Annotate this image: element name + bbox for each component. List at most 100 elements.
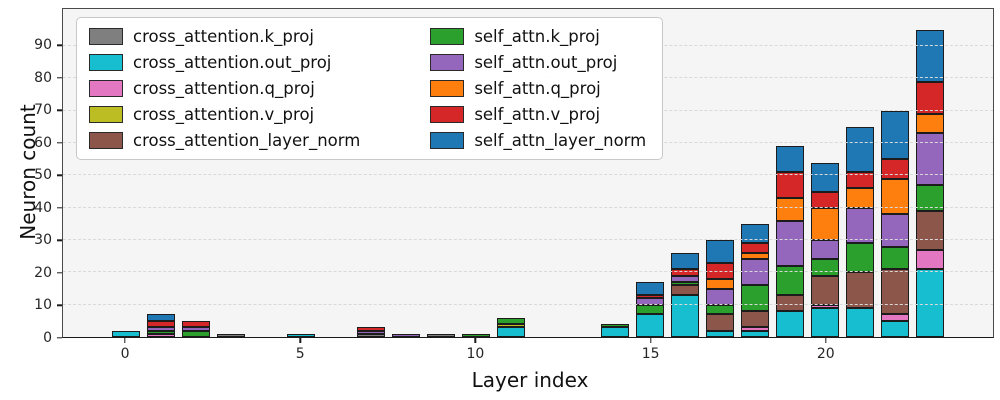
bar-segment-self_attn_layer_norm-layer-17 <box>706 240 735 263</box>
legend-item-cross_attention.out_proj: cross_attention.out_proj <box>89 53 360 72</box>
bar-segment-self_attn_layer_norm-layer-19 <box>776 146 805 173</box>
bar-segment-self_attn.k_proj-layer-14 <box>601 324 630 328</box>
bar-segment-self_attn_layer_norm-layer-15 <box>636 282 665 295</box>
bar-segment-self_attn.out_proj-layer-8 <box>391 333 420 337</box>
bar-segment-self_attn.out_proj-layer-22 <box>881 214 910 247</box>
legend-item-self_attn_layer_norm: self_attn_layer_norm <box>430 131 646 150</box>
bar-segment-self_attn.out_proj-layer-7 <box>356 330 385 334</box>
bar-segment-self_attn.k_proj-layer-17 <box>706 304 735 315</box>
bar-segment-self_attn.v_proj-layer-20 <box>811 191 840 208</box>
bar-segment-cross_attention.out_proj-layer-22 <box>881 320 910 337</box>
bar-segment-self_attn.out_proj-layer-17 <box>706 288 735 305</box>
legend-item-cross_attention_layer_norm: cross_attention_layer_norm <box>89 131 360 150</box>
bar-segment-self_attn_layer_norm-layer-23 <box>916 30 945 82</box>
y-tick-mark <box>57 77 62 79</box>
legend-item-self_attn.k_proj: self_attn.k_proj <box>430 27 646 46</box>
bar-segment-cross_attention_layer_norm-layer-18 <box>741 311 770 328</box>
bar-segment-self_attn.k_proj-layer-11 <box>496 317 525 325</box>
bar-segment-self_attn.q_proj-layer-17 <box>706 278 735 289</box>
bar-segment-self_attn.v_proj-layer-21 <box>846 172 875 189</box>
legend: cross_attention.k_proj cross_attention.ou… <box>76 17 664 160</box>
bar-segment-cross_attention_layer_norm-layer-21 <box>846 272 875 308</box>
y-tick-label: 50 <box>34 167 52 184</box>
y-tick-label: 10 <box>34 297 52 314</box>
bar-segment-self_attn.v_proj-layer-23 <box>916 81 945 115</box>
bar-segment-cross_attention.out_proj-layer-23 <box>916 269 945 337</box>
bar-segment-cross_attention.q_proj-layer-23 <box>916 249 945 270</box>
y-tick-label: 80 <box>34 69 52 86</box>
y-tick-mark <box>57 142 62 144</box>
bar-segment-self_attn.out_proj-layer-20 <box>811 240 840 260</box>
legend-item-cross_attention.v_proj: cross_attention.v_proj <box>89 105 360 124</box>
y-tick-mark <box>57 109 62 112</box>
x-axis-label: Layer index <box>471 368 589 392</box>
x-tick-label: 15 <box>641 346 660 362</box>
bar-segment-cross_attention.k_proj-layer-3 <box>216 333 245 337</box>
bar-segment-cross_attention.q_proj-layer-1 <box>146 333 175 337</box>
bar-segment-cross_attention.out_proj-layer-19 <box>776 311 805 337</box>
bar-segment-cross_attention.out_proj-layer-11 <box>496 327 525 337</box>
x-tick-label: 0 <box>120 346 130 362</box>
legend-swatch-icon <box>89 106 123 123</box>
bar-segment-cross_attention.q_proj-layer-22 <box>881 314 910 321</box>
bar-segment-cross_attention.out_proj-layer-15 <box>636 314 665 337</box>
x-tick-label: 10 <box>466 346 485 362</box>
legend-label: self_attn_layer_norm <box>474 131 647 150</box>
bar-segment-self_attn_layer_norm-layer-21 <box>846 126 875 173</box>
x-tick-mark <box>825 338 827 343</box>
y-tick-label: 60 <box>34 134 52 151</box>
bar-segment-cross_attention.q_proj-layer-20 <box>811 304 840 308</box>
bar-segment-self_attn_layer_norm-layer-1 <box>146 314 175 321</box>
bar-segment-cross_attention.out_proj-layer-17 <box>706 330 735 337</box>
bar-segment-cross_attention.k_proj-layer-9 <box>426 333 455 337</box>
bar-segment-self_attn.v_proj-layer-16 <box>671 269 700 276</box>
bar-segment-cross_attention.out_proj-layer-20 <box>811 307 840 337</box>
y-tick-mark <box>57 207 62 209</box>
plot-area: cross_attention.k_proj cross_attention.ou… <box>62 8 994 338</box>
bar-segment-self_attn.out_proj-layer-2 <box>181 327 210 331</box>
bar-segment-self_attn.k_proj-layer-1 <box>146 330 175 334</box>
bar-segment-self_attn.q_proj-layer-23 <box>916 114 945 134</box>
legend-label: self_attn.k_proj <box>474 27 600 46</box>
legend-label: cross_attention.k_proj <box>133 27 314 46</box>
bar-segment-self_attn.v_proj-layer-2 <box>181 320 210 328</box>
bar-segment-self_attn.out_proj-layer-15 <box>636 298 665 305</box>
legend-label: cross_attention.out_proj <box>133 53 332 72</box>
bar-segment-self_attn.k_proj-layer-22 <box>881 246 910 270</box>
bar-segment-self_attn.k_proj-layer-2 <box>181 330 210 337</box>
bar-segment-self_attn.k_proj-layer-19 <box>776 265 805 295</box>
y-tick-label: 40 <box>34 199 52 216</box>
legend-swatch-icon <box>430 54 465 71</box>
bar-segment-self_attn.v_proj-layer-19 <box>776 172 805 199</box>
bar-segment-cross_attention.out_proj-layer-16 <box>671 295 700 337</box>
bar-segment-self_attn.v_proj-layer-17 <box>706 262 735 279</box>
bar-segment-self_attn_layer_norm-layer-22 <box>881 110 910 160</box>
y-tick-mark <box>57 44 62 47</box>
bar-segment-self_attn.v_proj-layer-7 <box>356 327 385 331</box>
legend-swatch-icon <box>430 106 465 123</box>
x-tick-mark <box>299 338 301 343</box>
bar-segment-self_attn_layer_norm-layer-18 <box>741 223 770 244</box>
y-tick-label: 70 <box>34 102 52 119</box>
bar-segment-self_attn.k_proj-layer-18 <box>741 285 770 312</box>
legend-label: cross_attention_layer_norm <box>133 131 361 150</box>
bar-segment-self_attn.q_proj-layer-19 <box>776 198 805 221</box>
bar-segment-cross_attention.out_proj-layer-5 <box>286 333 315 337</box>
legend-item-self_attn.v_proj: self_attn.v_proj <box>430 105 646 124</box>
bar-segment-self_attn_layer_norm-layer-20 <box>811 162 840 192</box>
bar-segment-self_attn.k_proj-layer-23 <box>916 185 945 211</box>
legend-label: self_attn.out_proj <box>474 53 618 72</box>
bar-segment-self_attn.v_proj-layer-22 <box>881 159 910 179</box>
bar-segment-self_attn.k_proj-layer-20 <box>811 259 840 276</box>
bar-segment-cross_attention.v_proj-layer-11 <box>496 324 525 328</box>
bar-segment-cross_attention.q_proj-layer-18 <box>741 327 770 331</box>
y-tick-mark <box>57 239 62 242</box>
bar-segment-self_attn.k_proj-layer-21 <box>846 243 875 273</box>
bar-segment-self_attn.v_proj-layer-15 <box>636 295 665 299</box>
legend-swatch-icon <box>430 80 465 97</box>
legend-item-cross_attention.k_proj: cross_attention.k_proj <box>89 27 360 46</box>
y-tick-mark <box>57 174 62 177</box>
legend-label: cross_attention.v_proj <box>133 105 315 124</box>
y-tick-label: 30 <box>34 232 52 249</box>
bar-segment-self_attn.q_proj-layer-22 <box>881 178 910 215</box>
